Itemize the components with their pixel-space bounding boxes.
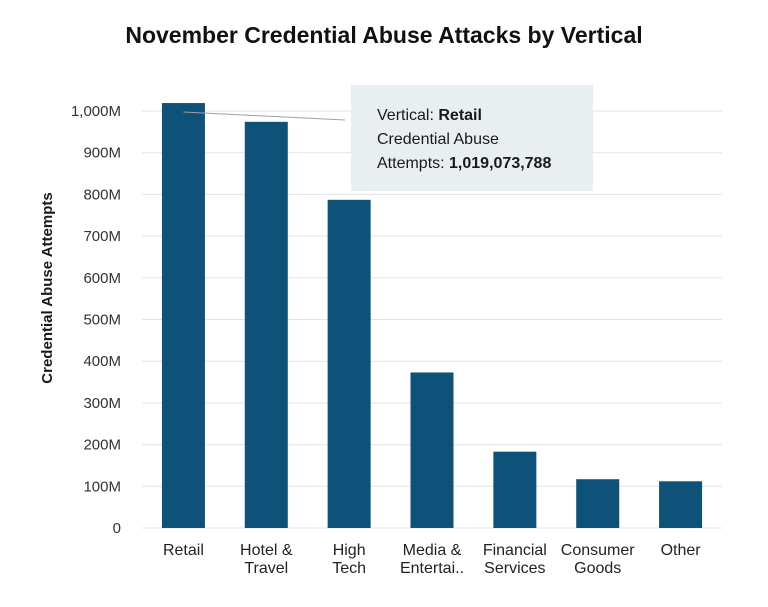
y-tick-label: 500M (83, 312, 121, 329)
y-tick-label: 800M (83, 186, 121, 203)
x-tick-label: Hotel & Travel (240, 542, 293, 577)
y-axis-label: Credential Abuse Attempts (39, 192, 56, 383)
bar[interactable] (576, 479, 620, 528)
tooltip-vertical-line: Vertical: Retail (377, 104, 593, 128)
tooltip-metric-label: Attempts: (377, 155, 445, 172)
tooltip-metric-value: 1,019,073,788 (449, 155, 552, 172)
y-tick-label: 700M (83, 228, 121, 245)
x-tick-label: Media & Entertai.. (400, 542, 464, 577)
x-tick-label: Consumer Goods (561, 542, 635, 577)
x-tick-label: High Tech (332, 542, 366, 577)
y-tick-label: 1,000M (71, 103, 121, 120)
x-axis-labels: Retail Hotel & Travel High Tech Media & Entert… (163, 542, 701, 577)
data-tooltip: Vertical: Retail Credential Abuse Attemp… (351, 85, 593, 191)
bars (161, 103, 703, 529)
tooltip-metric-line1: Credential Abuse (377, 131, 499, 148)
x-tick-label: Retail (163, 542, 204, 559)
x-tick-label: Other (661, 542, 702, 559)
chart-title: November Credential Abuse Attacks by Ver… (125, 22, 643, 48)
bar[interactable] (244, 121, 288, 528)
y-tick-label: 300M (83, 395, 121, 412)
tooltip-vertical-value: Retail (438, 107, 482, 124)
y-tick-label: 400M (83, 353, 121, 370)
y-tick-label: 600M (83, 270, 121, 287)
bar[interactable] (493, 451, 537, 528)
y-tick-label: 900M (83, 145, 121, 162)
x-tick-label: Financial Services (483, 542, 547, 577)
bar[interactable] (161, 103, 205, 528)
tooltip-metric-line2: Attempts: 1,019,073,788 (377, 152, 593, 176)
bar[interactable] (327, 199, 371, 529)
tooltip-leader-line (183, 111, 346, 121)
y-tick-label: 100M (83, 478, 121, 495)
tooltip-vertical-label: Vertical: (377, 107, 434, 124)
y-tick-label: 200M (83, 437, 121, 454)
y-tick-label: 0 (113, 520, 121, 537)
bar[interactable] (410, 372, 454, 528)
bar[interactable] (659, 481, 703, 528)
y-axis-ticks: 0 100M 200M 300M 400M 500M 600M 700M 800M 900M 1,0… (71, 103, 121, 537)
